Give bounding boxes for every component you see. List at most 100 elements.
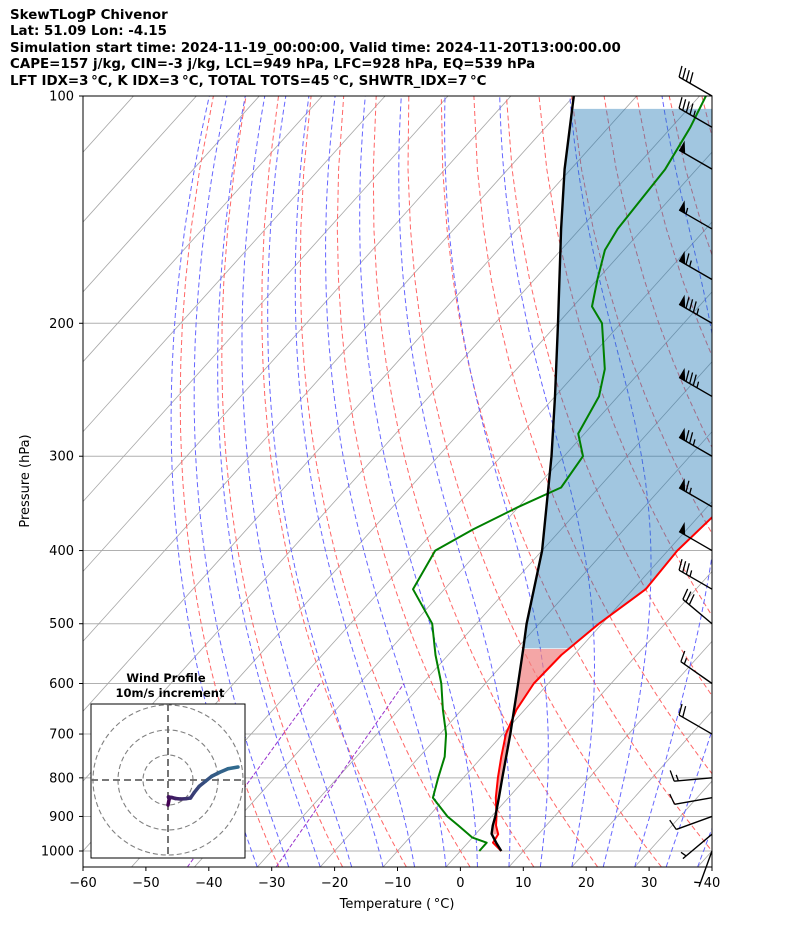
pressure-gridlines bbox=[83, 96, 712, 852]
y-tick-label: 800 bbox=[49, 771, 74, 786]
y-tick-label: 900 bbox=[49, 810, 74, 825]
x-tick-label: −60 bbox=[69, 876, 96, 891]
x-tick-label: −10 bbox=[384, 876, 411, 891]
isotherm-line bbox=[83, 96, 449, 503]
wind-barb bbox=[678, 294, 713, 324]
isotherm-line bbox=[194, 291, 712, 867]
dewpoint-profile bbox=[412, 96, 707, 852]
cape-cin-shading bbox=[491, 108, 712, 835]
x-tick-label: −20 bbox=[321, 876, 348, 891]
wind-barbs bbox=[669, 65, 713, 887]
isotherm-line bbox=[131, 221, 712, 867]
cape-area bbox=[491, 649, 569, 835]
y-tick-label: 600 bbox=[49, 677, 74, 692]
isotherm-line bbox=[83, 96, 386, 433]
y-tick-label: 200 bbox=[49, 317, 74, 332]
moist-adiabat bbox=[325, 96, 447, 867]
dry-adiabat bbox=[440, 96, 712, 852]
moist-adiabat bbox=[267, 96, 384, 867]
station-title: SkewTLogP Chivenor bbox=[10, 8, 168, 23]
wind-barb bbox=[682, 588, 713, 625]
mixing-ratio-line bbox=[275, 683, 405, 867]
wind-barb bbox=[678, 478, 713, 508]
wind-barb bbox=[678, 558, 713, 590]
wind-barb bbox=[678, 65, 713, 97]
wind-barb bbox=[669, 770, 713, 782]
hodograph-subtitle: 10m/s increment bbox=[116, 686, 225, 700]
cape-line: CAPE=157 j/kg, CIN=-3 j/kg, LCL=949 hPa,… bbox=[10, 57, 536, 73]
y-axis-title: Pressure (hPa) bbox=[18, 434, 33, 527]
wind-barb bbox=[694, 850, 713, 887]
dry-adiabat bbox=[767, 96, 794, 867]
x-tick-label: 30 bbox=[641, 876, 658, 891]
x-tick-label: −50 bbox=[132, 876, 159, 891]
isotherm-line bbox=[508, 640, 712, 867]
wind-barb bbox=[678, 703, 713, 735]
isotherm-line bbox=[257, 361, 712, 867]
y-axis: 1000 900 800 700 600 500 400 300 200 100 bbox=[41, 90, 83, 860]
x-axis-title: Temperature ( °C) bbox=[339, 897, 455, 912]
isotherm-line bbox=[83, 96, 575, 642]
moist-adiabat bbox=[217, 96, 321, 867]
wind-barb bbox=[678, 97, 713, 128]
wind-barb bbox=[669, 793, 713, 806]
dry-adiabat bbox=[505, 96, 712, 697]
dry-adiabat bbox=[372, 96, 599, 867]
y-tick-label: 500 bbox=[49, 617, 74, 632]
moist-adiabat bbox=[499, 96, 595, 867]
isotherm-line bbox=[83, 96, 260, 293]
dry-adiabat bbox=[261, 96, 407, 867]
moist-adiabat bbox=[569, 96, 652, 867]
moist-adiabat bbox=[359, 96, 478, 867]
hodograph-segment bbox=[226, 765, 240, 771]
wind-barb bbox=[678, 251, 713, 281]
dry-adiabat bbox=[336, 96, 535, 867]
x-tick-label: 0 bbox=[456, 876, 464, 891]
wind-barb bbox=[678, 522, 713, 552]
dry-adiabat bbox=[734, 96, 794, 867]
isotherm-line bbox=[382, 500, 712, 867]
header: SkewTLogP Chivenor Lat: 51.09 Lon: -4.15… bbox=[10, 8, 621, 90]
y-tick-label: 100 bbox=[49, 90, 74, 105]
dry-adiabat bbox=[473, 96, 712, 775]
dry-adiabat bbox=[299, 96, 471, 867]
dry-adiabat bbox=[179, 96, 280, 867]
isotherm-line bbox=[445, 570, 712, 867]
moist-adiabat bbox=[665, 728, 712, 867]
x-tick-label: 10 bbox=[515, 876, 532, 891]
y-tick-label: 400 bbox=[49, 544, 74, 559]
moist-adiabats bbox=[170, 96, 712, 867]
x-tick-label: −30 bbox=[258, 876, 285, 891]
isotherm-line bbox=[83, 96, 637, 712]
wind-barb bbox=[680, 833, 713, 860]
isotherms bbox=[83, 96, 712, 867]
x-axis: −60 −50 −40 −30 −20 −10 0 10 20 30 40 bbox=[69, 867, 720, 891]
moist-adiabat bbox=[193, 96, 290, 867]
moist-adiabat bbox=[294, 96, 416, 867]
index-line: LFT IDX=3 °C, K IDX=3 °C, TOTAL TOTS=45 … bbox=[10, 73, 487, 89]
isotherm-line bbox=[319, 431, 712, 867]
dry-adiabat bbox=[571, 96, 712, 535]
isotherm-line bbox=[83, 96, 323, 363]
y-tick-label: 1000 bbox=[41, 845, 74, 860]
dry-adiabat bbox=[701, 96, 712, 139]
hodograph-inset: Wind Profile 10m/s increment bbox=[90, 671, 246, 859]
profiles bbox=[412, 96, 712, 852]
isotherm-line bbox=[571, 710, 712, 867]
moist-adiabat bbox=[444, 96, 549, 867]
lat-lon: Lat: 51.09 Lon: -4.15 bbox=[10, 24, 167, 40]
moist-adiabat bbox=[241, 96, 353, 867]
wind-barb bbox=[669, 815, 713, 831]
hodograph-title: Wind Profile bbox=[126, 671, 206, 685]
dry-adiabat bbox=[221, 96, 344, 867]
wind-barb bbox=[680, 650, 713, 685]
wind-barb bbox=[678, 200, 713, 230]
x-tick-label: −40 bbox=[195, 876, 222, 891]
simulation-time: Simulation start time: 2024-11-19_00:00:… bbox=[10, 40, 621, 56]
y-tick-label: 700 bbox=[49, 728, 74, 743]
parcel-profile bbox=[490, 96, 575, 852]
skewt-main-area bbox=[83, 96, 794, 867]
wind-barb bbox=[678, 140, 713, 170]
wind-barb bbox=[678, 427, 713, 457]
